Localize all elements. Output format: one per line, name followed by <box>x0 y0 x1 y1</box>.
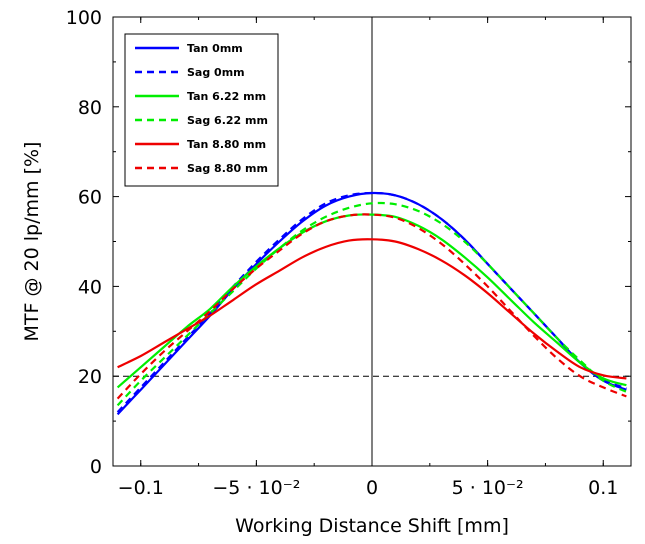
y-tick-label: 0 <box>90 456 102 478</box>
legend-label: Tan 8.80 mm <box>187 138 266 151</box>
legend-label: Tan 0mm <box>187 42 243 55</box>
x-tick-label: 0.1 <box>588 477 618 499</box>
legend-label: Sag 6.22 mm <box>187 114 268 127</box>
y-axis-label: MTF @ 20 lp/mm [%] <box>21 142 43 342</box>
x-tick-label: 0 <box>366 477 378 499</box>
y-tick-label: 60 <box>78 187 102 209</box>
x-tick-label: −5 · 10⁻² <box>212 477 300 499</box>
y-tick-labels: 0 20 40 60 80 100 <box>66 7 102 478</box>
legend-label: Sag 0mm <box>187 66 245 79</box>
y-tick-label: 80 <box>78 97 102 119</box>
y-tick-label: 40 <box>78 276 102 298</box>
x-axis-label: Working Distance Shift [mm] <box>235 515 509 537</box>
x-tick-label: −0.1 <box>118 477 164 499</box>
y-tick-label: 20 <box>78 366 102 388</box>
legend-label: Tan 6.22 mm <box>187 90 266 103</box>
y-tick-label: 100 <box>66 7 102 29</box>
legend: Tan 0mm Sag 0mm Tan 6.22 mm Sag 6.22 mm Tan … <box>125 34 278 186</box>
x-tick-label: 5 · 10⁻² <box>452 477 524 499</box>
legend-label: Sag 8.80 mm <box>187 162 268 175</box>
x-tick-labels: −0.1 −5 · 10⁻² 0 5 · 10⁻² 0.1 <box>118 477 619 499</box>
